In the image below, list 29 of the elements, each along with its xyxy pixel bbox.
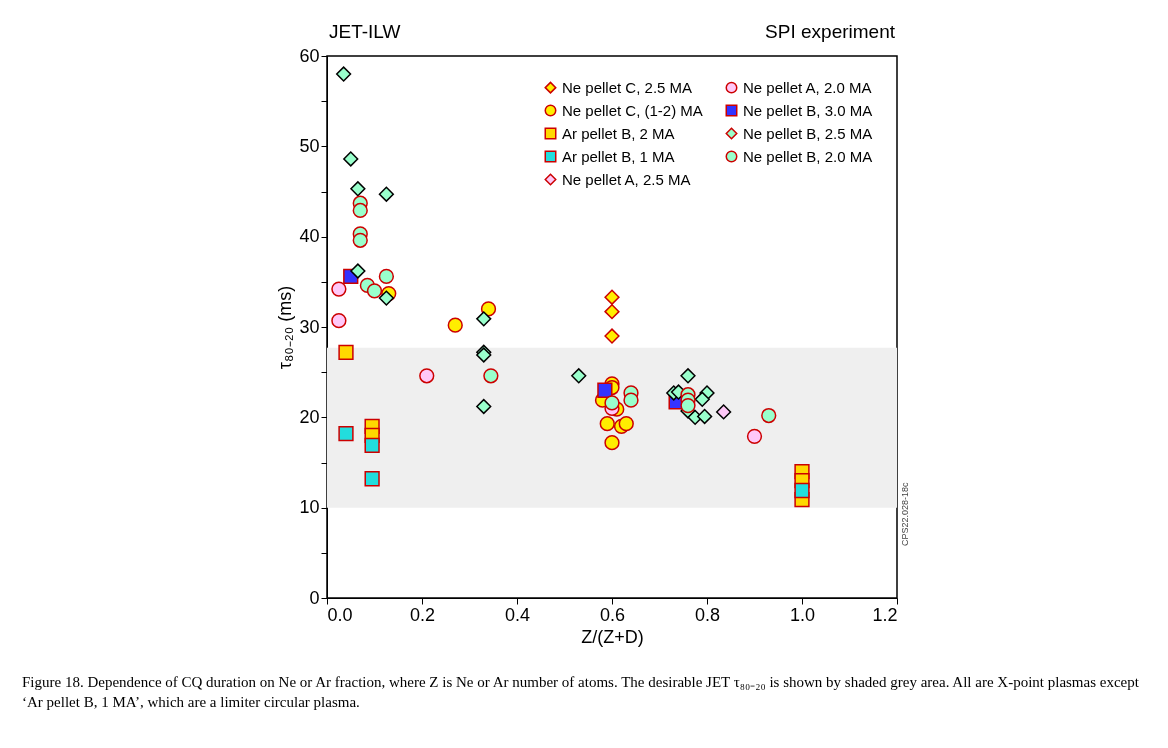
caption: Figure 18. Dependence of CQ duration on Ne or Ar fraction, where Z is Ne or Ar number of atoms. The desirable JET τ₈₀₋₂₀ is shown by shaded grey area. All are X-point plasmas except ‘Ar pellet B, 1 MA’, which are a limiter circular plasma. <box>22 673 1140 712</box>
legend-label: Ar pellet B, 2 MA <box>562 124 675 142</box>
y-tick-label: 40 <box>299 226 320 247</box>
x-tick-label: 1.0 <box>789 604 816 625</box>
y-tick-label: 20 <box>299 406 320 427</box>
x-tick-label: 0.8 <box>694 604 721 625</box>
x-tick-label: 1.2 <box>872 604 898 625</box>
legend-label: Ne pellet A, 2.0 MA <box>743 78 872 96</box>
text: JET-ILW <box>329 21 401 42</box>
text: CPS22.028-18c <box>900 481 910 546</box>
x-tick-label: 0.4 <box>504 604 531 625</box>
y-tick-label: 0 <box>309 587 320 608</box>
legend-label: Ne pellet B, 2.0 MA <box>743 147 873 165</box>
legend-label: Ne pellet C, (1-2) MA <box>562 101 703 119</box>
x-axis-title: Z/(Z+D) <box>581 626 644 647</box>
legend-label: Ar pellet B, 1 MA <box>562 147 675 165</box>
y-tick-label: 50 <box>299 135 320 156</box>
text: SPI experiment <box>765 21 896 42</box>
legend-label: Ne pellet B, 2.5 MA <box>743 124 873 142</box>
y-tick-label: 30 <box>299 316 320 337</box>
y-tick-label: 60 <box>299 45 320 66</box>
legend-label: Ne pellet B, 3.0 MA <box>743 101 873 119</box>
x-tick-label: 0.2 <box>409 604 436 625</box>
y-axis-title: τ₈₀₋₂₀ (ms) <box>275 285 296 370</box>
y-tick-label: 10 <box>299 497 320 518</box>
x-tick-label: 0.0 <box>327 604 353 625</box>
x-tick-label: 0.6 <box>599 604 626 625</box>
legend-label: Ne pellet C, 2.5 MA <box>562 78 693 96</box>
legend-label: Ne pellet A, 2.5 MA <box>562 170 691 188</box>
